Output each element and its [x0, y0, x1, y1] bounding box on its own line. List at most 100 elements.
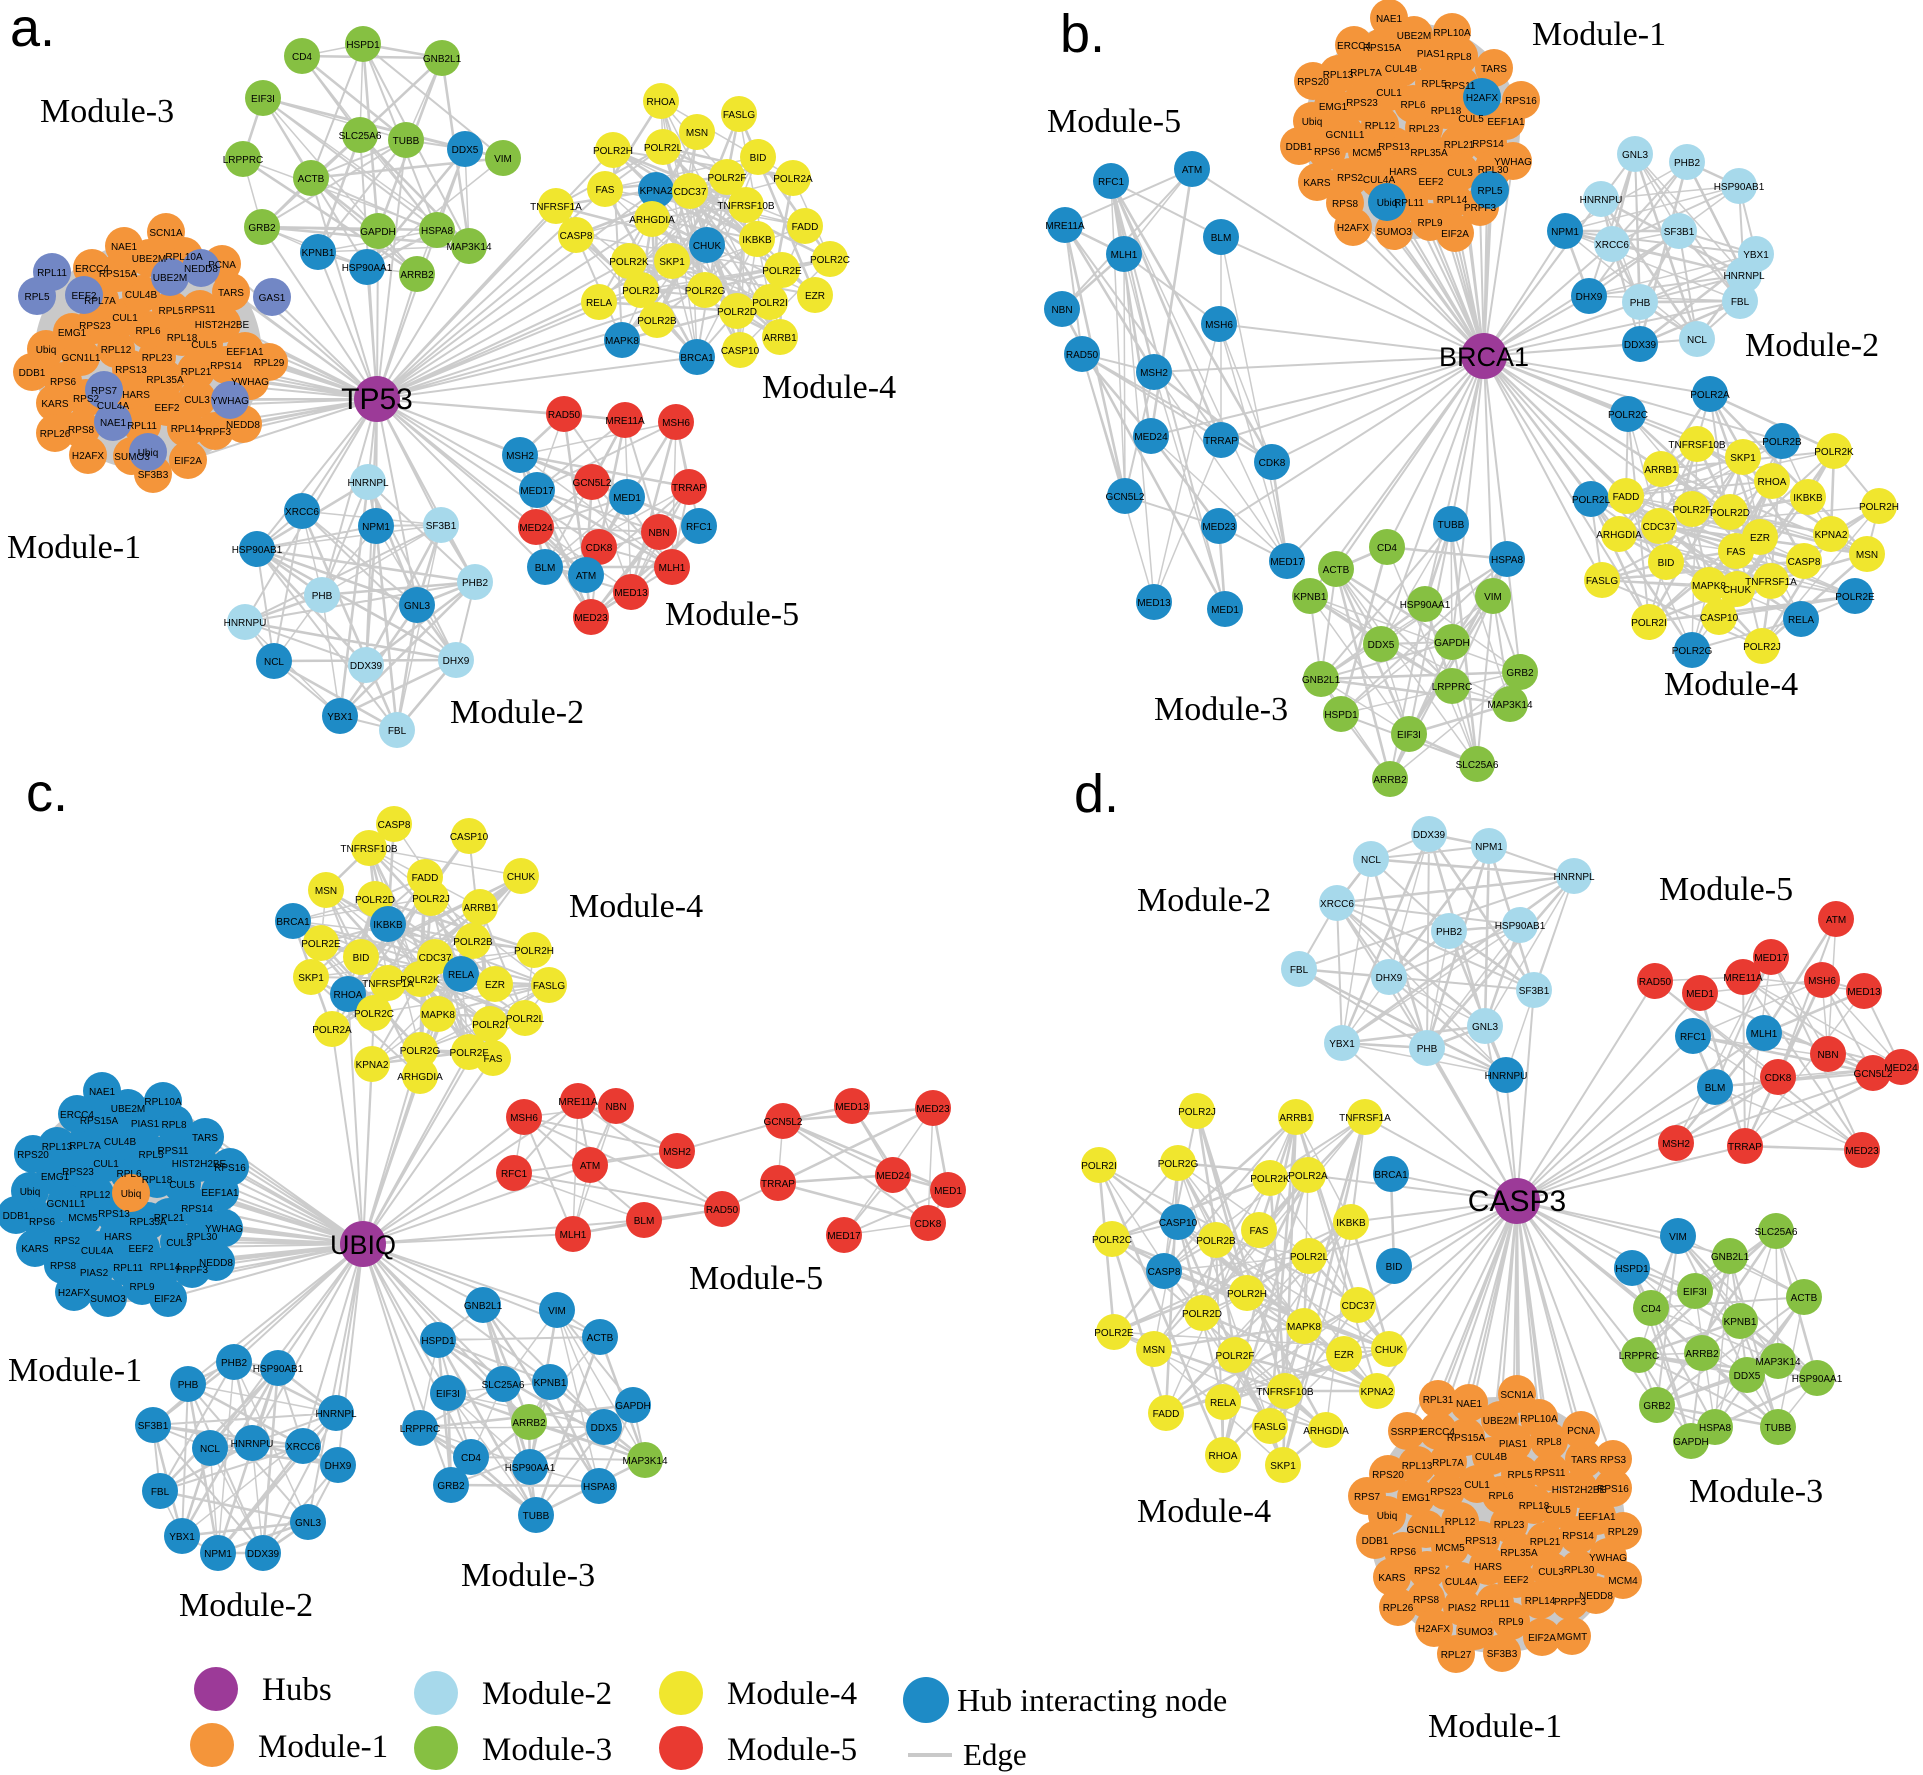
svg-text:CDK8: CDK8	[915, 1219, 942, 1230]
svg-text:MED13: MED13	[614, 588, 648, 599]
svg-text:VIM: VIM	[548, 1306, 566, 1317]
svg-text:RHOA: RHOA	[647, 97, 676, 108]
svg-text:GRB2: GRB2	[1643, 1401, 1671, 1412]
svg-text:c.: c.	[26, 763, 68, 823]
svg-text:SKP1: SKP1	[1730, 453, 1756, 464]
svg-text:MED23: MED23	[574, 613, 608, 624]
svg-text:GRB2: GRB2	[437, 1481, 465, 1492]
svg-text:NPM1: NPM1	[204, 1549, 232, 1560]
svg-text:MED23: MED23	[1845, 1146, 1879, 1157]
svg-text:Module-1: Module-1	[7, 529, 141, 566]
svg-text:MED17: MED17	[1754, 953, 1788, 964]
svg-text:KPNB1: KPNB1	[534, 1378, 567, 1389]
svg-text:RPS14: RPS14	[1562, 1531, 1594, 1542]
svg-text:PHB: PHB	[1630, 298, 1651, 309]
svg-text:MLH1: MLH1	[659, 563, 686, 574]
svg-text:H2AFX: H2AFX	[58, 1288, 91, 1299]
svg-text:DDB1: DDB1	[19, 368, 46, 379]
svg-text:RFC1: RFC1	[686, 522, 713, 533]
svg-text:RPS11: RPS11	[185, 305, 216, 316]
svg-text:RPS13: RPS13	[98, 1209, 130, 1220]
svg-text:KPNB1: KPNB1	[1724, 1317, 1757, 1328]
svg-text:ARRB1: ARRB1	[463, 903, 497, 914]
svg-text:CASP8: CASP8	[560, 231, 593, 242]
svg-text:RPS6: RPS6	[1314, 147, 1341, 158]
svg-text:FBL: FBL	[151, 1487, 170, 1498]
svg-text:ERCC4: ERCC4	[1421, 1427, 1455, 1438]
svg-text:SF3B1: SF3B1	[426, 521, 457, 532]
svg-text:GNL3: GNL3	[1622, 150, 1649, 161]
svg-text:Module-5: Module-5	[1047, 103, 1181, 140]
svg-text:MLH1: MLH1	[1111, 250, 1138, 261]
svg-text:RAD50: RAD50	[548, 410, 581, 421]
svg-text:UBE2M: UBE2M	[153, 273, 187, 284]
svg-text:FADD: FADD	[1153, 1409, 1180, 1420]
svg-text:NEDD8: NEDD8	[199, 1258, 233, 1269]
svg-text:GAPDH: GAPDH	[1434, 638, 1470, 649]
svg-text:RPL8: RPL8	[161, 1120, 186, 1131]
svg-text:GNB2L1: GNB2L1	[423, 54, 462, 65]
svg-text:EEF2: EEF2	[154, 403, 179, 414]
svg-text:FBL: FBL	[1290, 965, 1309, 976]
svg-text:HSP90AA1: HSP90AA1	[1400, 600, 1451, 611]
svg-text:POLR2G: POLR2G	[1672, 646, 1713, 657]
svg-text:RPL10A: RPL10A	[144, 1097, 182, 1108]
svg-text:ARHGDIA: ARHGDIA	[397, 1072, 443, 1083]
svg-text:RPS23: RPS23	[79, 321, 111, 332]
svg-text:POLR2E: POLR2E	[1835, 592, 1875, 603]
svg-text:RPL18: RPL18	[167, 333, 198, 344]
svg-text:Module-2: Module-2	[179, 1587, 313, 1624]
svg-text:CDC37: CDC37	[1643, 522, 1676, 533]
svg-text:HSPA8: HSPA8	[1491, 555, 1523, 566]
svg-text:d.: d.	[1074, 764, 1119, 824]
svg-text:RPL35A: RPL35A	[1500, 1548, 1538, 1559]
svg-text:POLR2B: POLR2B	[637, 316, 677, 327]
svg-text:NAE1: NAE1	[1376, 14, 1403, 25]
svg-text:RPL5: RPL5	[1477, 186, 1502, 197]
svg-text:FBL: FBL	[388, 726, 407, 737]
svg-text:H2AFX: H2AFX	[1418, 1624, 1451, 1635]
svg-text:FAS: FAS	[1727, 547, 1746, 558]
svg-text:RPS14: RPS14	[210, 361, 242, 372]
svg-text:MED24: MED24	[1884, 1063, 1918, 1074]
svg-text:EMG1: EMG1	[1402, 1493, 1431, 1504]
svg-text:MLH1: MLH1	[560, 1230, 587, 1241]
svg-text:RPL18: RPL18	[1431, 106, 1462, 117]
svg-text:GCN5L2: GCN5L2	[573, 478, 612, 489]
svg-text:CUL3: CUL3	[166, 1238, 192, 1249]
svg-text:MSH6: MSH6	[1808, 976, 1836, 987]
svg-text:GCN1L1: GCN1L1	[62, 353, 101, 364]
svg-text:POLR2G: POLR2G	[685, 286, 726, 297]
svg-text:BLM: BLM	[1211, 233, 1232, 244]
svg-text:MSN: MSN	[1143, 1345, 1165, 1356]
svg-text:MED13: MED13	[1137, 598, 1171, 609]
svg-text:MED13: MED13	[1847, 987, 1881, 998]
svg-text:HSPD1: HSPD1	[346, 40, 380, 51]
svg-text:RPL35A: RPL35A	[146, 375, 184, 386]
svg-text:RPL21: RPL21	[154, 1213, 185, 1224]
svg-text:HSP90AB1: HSP90AB1	[253, 1364, 304, 1375]
svg-text:MAP3K14: MAP3K14	[1755, 1357, 1800, 1368]
svg-text:EIF3I: EIF3I	[436, 1389, 460, 1400]
svg-text:CASP8: CASP8	[1788, 557, 1821, 568]
svg-text:ACTB: ACTB	[298, 174, 325, 185]
svg-text:FASLG: FASLG	[533, 981, 565, 992]
svg-text:RPL29: RPL29	[254, 358, 285, 369]
svg-text:RPS23: RPS23	[1430, 1487, 1462, 1498]
svg-text:POLR2J: POLR2J	[412, 894, 450, 905]
svg-text:POLR2L: POLR2L	[1572, 495, 1611, 506]
svg-text:CUL5: CUL5	[191, 340, 217, 351]
svg-text:LRPPRC: LRPPRC	[1432, 682, 1473, 693]
svg-text:HNRNPL: HNRNPL	[1553, 872, 1595, 883]
svg-text:PIAS2: PIAS2	[1448, 1603, 1477, 1614]
svg-text:NAE1: NAE1	[89, 1087, 116, 1098]
svg-text:RAD50: RAD50	[1639, 977, 1672, 988]
svg-text:XRCC6: XRCC6	[286, 1442, 320, 1453]
svg-text:NAE1: NAE1	[100, 418, 127, 429]
svg-text:Module-1: Module-1	[1428, 1708, 1562, 1745]
svg-text:HNRNPU: HNRNPU	[231, 1439, 274, 1450]
svg-text:POLR2I: POLR2I	[472, 1020, 508, 1031]
svg-text:Module-2: Module-2	[1745, 327, 1879, 364]
svg-text:RPL12: RPL12	[80, 1190, 111, 1201]
svg-text:CHUK: CHUK	[1375, 1345, 1404, 1356]
